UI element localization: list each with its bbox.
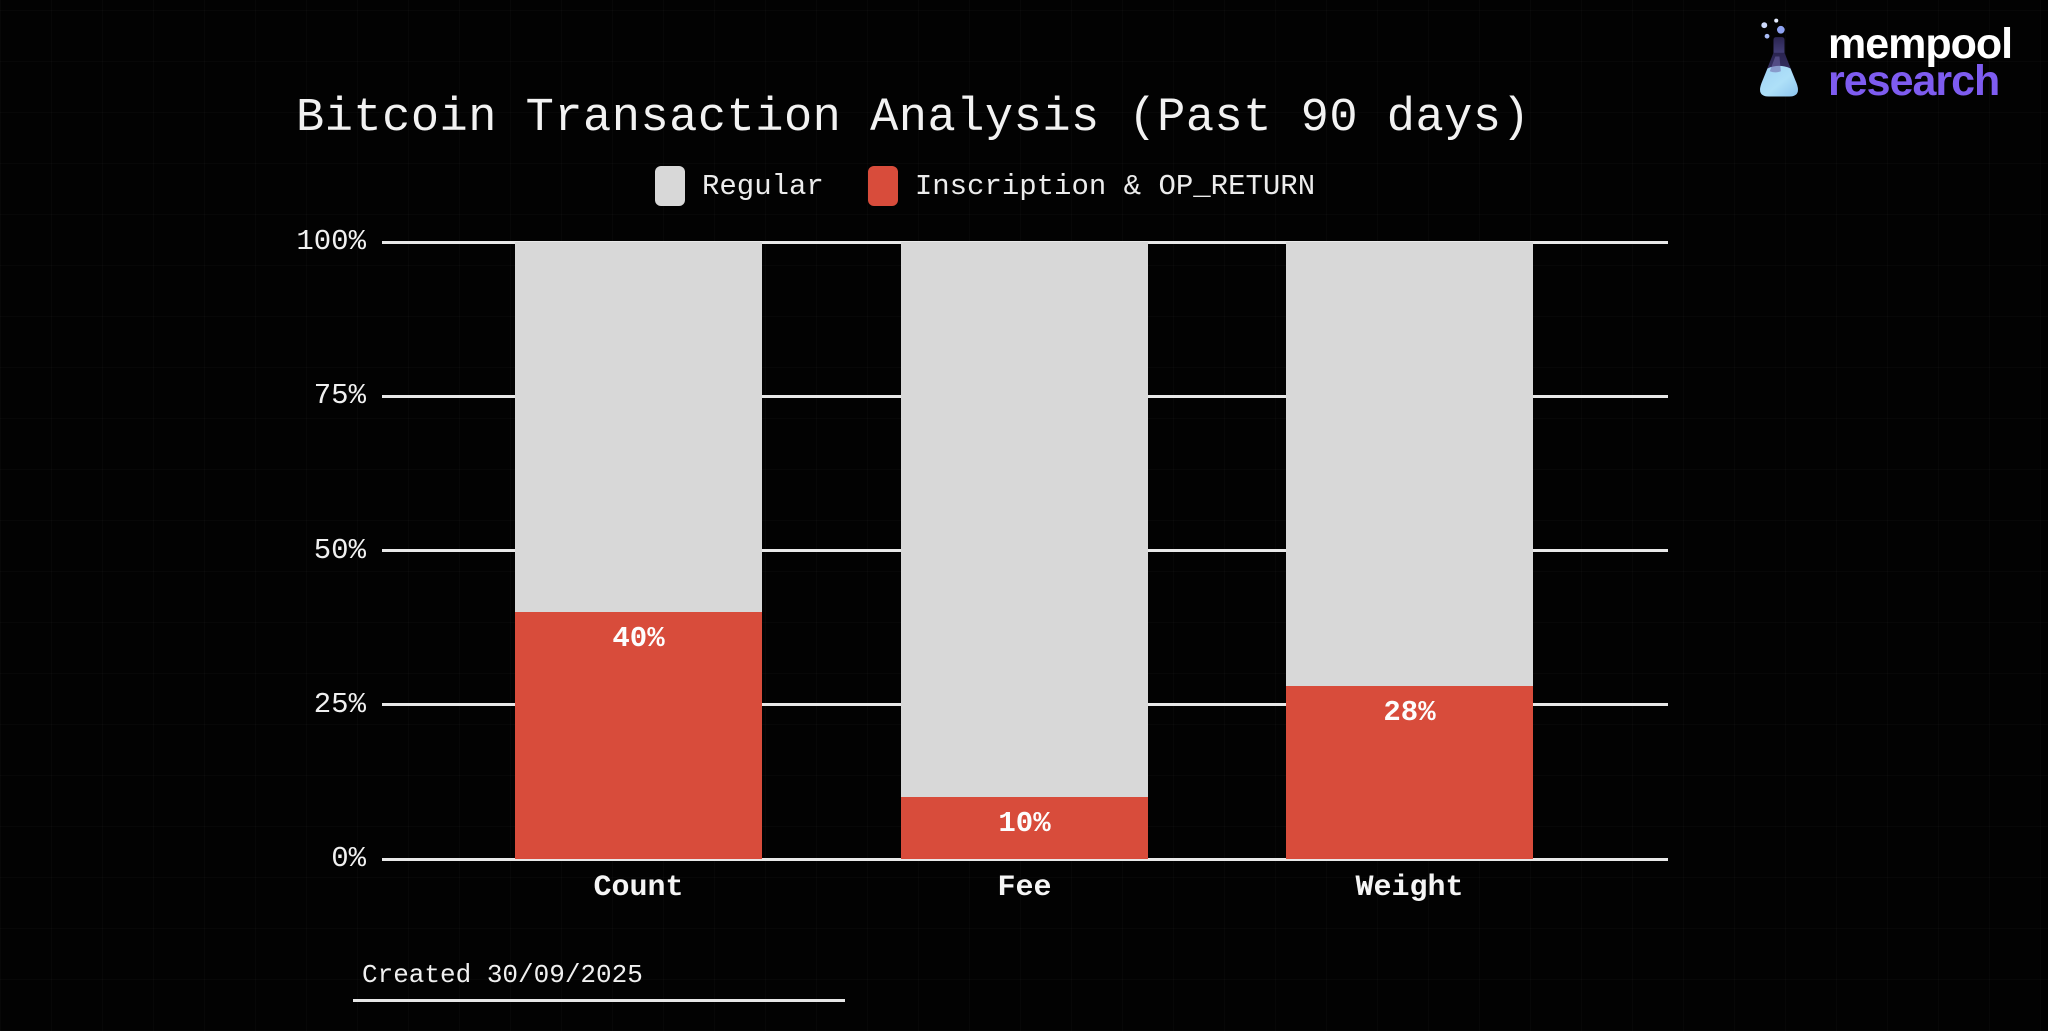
brand-wordmark: mempool research [1828, 20, 2013, 105]
legend-item-inscription-op-return: Inscription & OP_RETURN [867, 166, 1316, 206]
y-axis-tick-label: 50% [313, 533, 366, 567]
bar-count-inscription-segment [515, 612, 762, 859]
x-axis-label-count: Count [593, 871, 684, 905]
bar-value-label-fee: 10% [998, 807, 1051, 841]
legend-swatch [867, 166, 898, 206]
bar-weight-inscription-segment [1286, 686, 1533, 859]
bar-weight-regular-segment [1286, 242, 1533, 687]
flask-icon [1760, 18, 1798, 97]
x-axis-label-weight: Weight [1355, 871, 1464, 905]
gridline-0% [382, 857, 1668, 861]
chart-title: Bitcoin Transaction Analysis (Past 90 da… [296, 92, 1531, 145]
bar-count-regular-segment [515, 242, 762, 613]
x-axis-label-fee: Fee [997, 871, 1052, 905]
bar-value-label-count: 40% [612, 622, 665, 656]
brand-logo: mempool research [1750, 12, 2013, 108]
created-underline [353, 999, 845, 1002]
bar-fee-inscription-segment [901, 797, 1148, 859]
y-axis-tick-label: 75% [313, 379, 366, 413]
legend-swatch [655, 166, 685, 206]
legend-label: Inscription & OP_RETURN [914, 169, 1316, 203]
chart-legend: Regular Inscription & OP_RETURN [655, 166, 1315, 206]
brand-name-mempool: mempool [1828, 20, 2013, 68]
y-axis-tick-label: 100% [296, 225, 366, 258]
legend-item-regular: Regular [655, 166, 824, 206]
y-axis-tick-label: 25% [313, 687, 366, 721]
created-note: Created 30/09/2025 [362, 960, 643, 990]
bar-fee-regular-segment [901, 242, 1148, 798]
bar-value-label-weight: 28% [1383, 696, 1436, 730]
legend-label: Regular [702, 169, 824, 203]
y-axis-tick-label: 0% [331, 842, 366, 875]
brand-name-research: research [1828, 57, 2000, 105]
